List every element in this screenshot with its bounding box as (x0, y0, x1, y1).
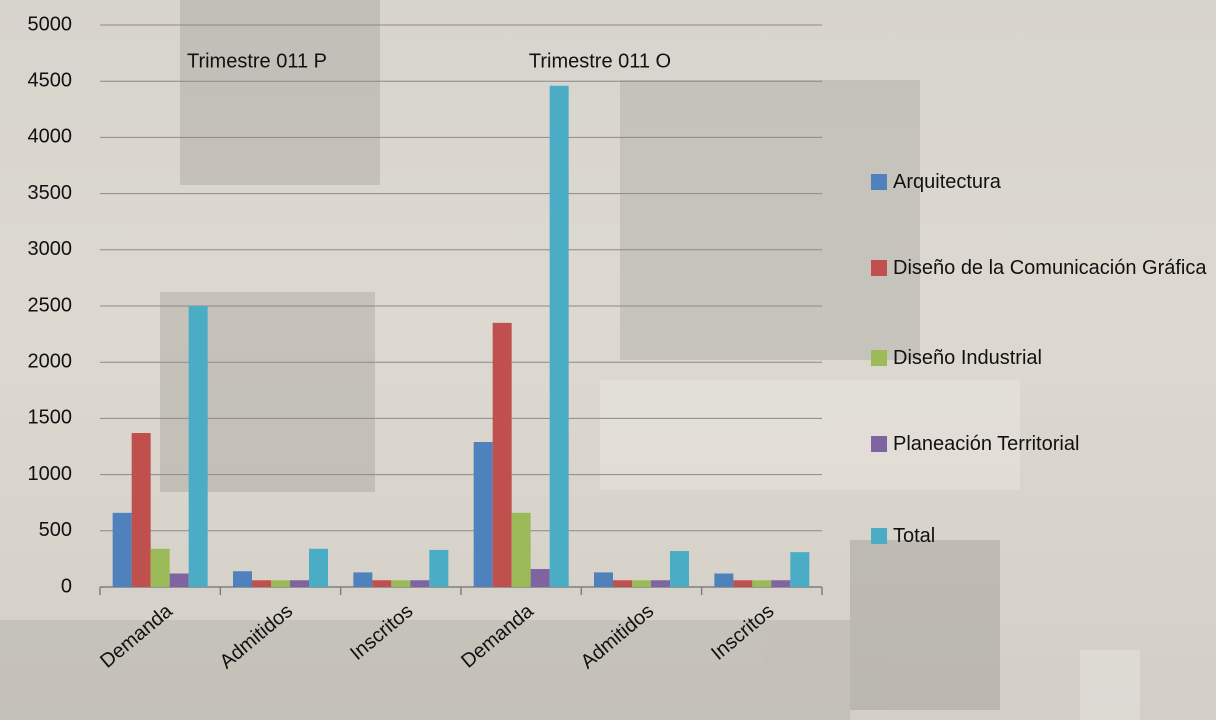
legend-swatch (871, 350, 887, 366)
y-tick-label: 1500 (28, 407, 73, 429)
bar (233, 571, 252, 587)
y-tick-label: 4000 (28, 126, 73, 148)
y-tick-label: 0 (61, 575, 72, 597)
bar (492, 322, 512, 587)
bar (530, 569, 550, 587)
bar (473, 442, 493, 587)
bar (733, 580, 753, 587)
bar (549, 85, 569, 588)
bar (613, 580, 632, 587)
bar (391, 580, 411, 587)
legend-label: Total (893, 525, 936, 547)
bar (353, 572, 373, 587)
legend-label: Arquitectura (893, 171, 1001, 193)
y-tick-label: 1000 (28, 463, 73, 485)
y-tick-label: 4500 (28, 69, 73, 91)
bar (188, 306, 208, 587)
y-tick-label: 3000 (28, 238, 73, 260)
bar (714, 573, 734, 587)
bar (150, 548, 170, 587)
legend-item: Total (871, 520, 1216, 552)
bar (290, 580, 309, 587)
y-tick-label: 3500 (28, 182, 73, 204)
bar (271, 580, 290, 587)
annotation: Trimestre 011 P (187, 50, 327, 72)
legend-swatch (871, 436, 887, 452)
legend-item: Diseño Industrial (871, 342, 1216, 374)
bar (372, 580, 392, 587)
legend-swatch (871, 260, 887, 276)
bar (651, 580, 670, 587)
bar (429, 549, 449, 587)
bar (771, 580, 791, 587)
bar (790, 552, 810, 587)
bar (752, 580, 772, 587)
bar (632, 580, 651, 587)
legend-label: Planeación Territorial (893, 433, 1080, 455)
legend-item: Planeación Territorial (871, 428, 1216, 460)
legend-swatch (871, 174, 887, 190)
y-tick-label: 5000 (28, 13, 73, 35)
y-tick-label: 2000 (28, 350, 73, 372)
y-tick-label: 500 (39, 519, 72, 541)
legend-label: Diseño de la Comunicación Gráfica (893, 257, 1207, 279)
bar (131, 433, 151, 587)
bar (169, 573, 189, 587)
background-photo (0, 0, 1000, 720)
bar (594, 572, 613, 587)
legend-swatch (871, 528, 887, 544)
bar (511, 512, 531, 587)
bar (410, 580, 430, 587)
bar (309, 548, 328, 587)
legend-item: Diseño de la Comunicación Gráfica (871, 252, 1216, 284)
legend-label: Diseño Industrial (893, 347, 1042, 369)
legend-item: Arquitectura (871, 166, 1216, 198)
bar (252, 580, 271, 587)
annotation: Trimestre 011 O (529, 50, 671, 72)
bar (112, 512, 132, 587)
y-tick-label: 2500 (28, 294, 73, 316)
bar (670, 551, 689, 587)
